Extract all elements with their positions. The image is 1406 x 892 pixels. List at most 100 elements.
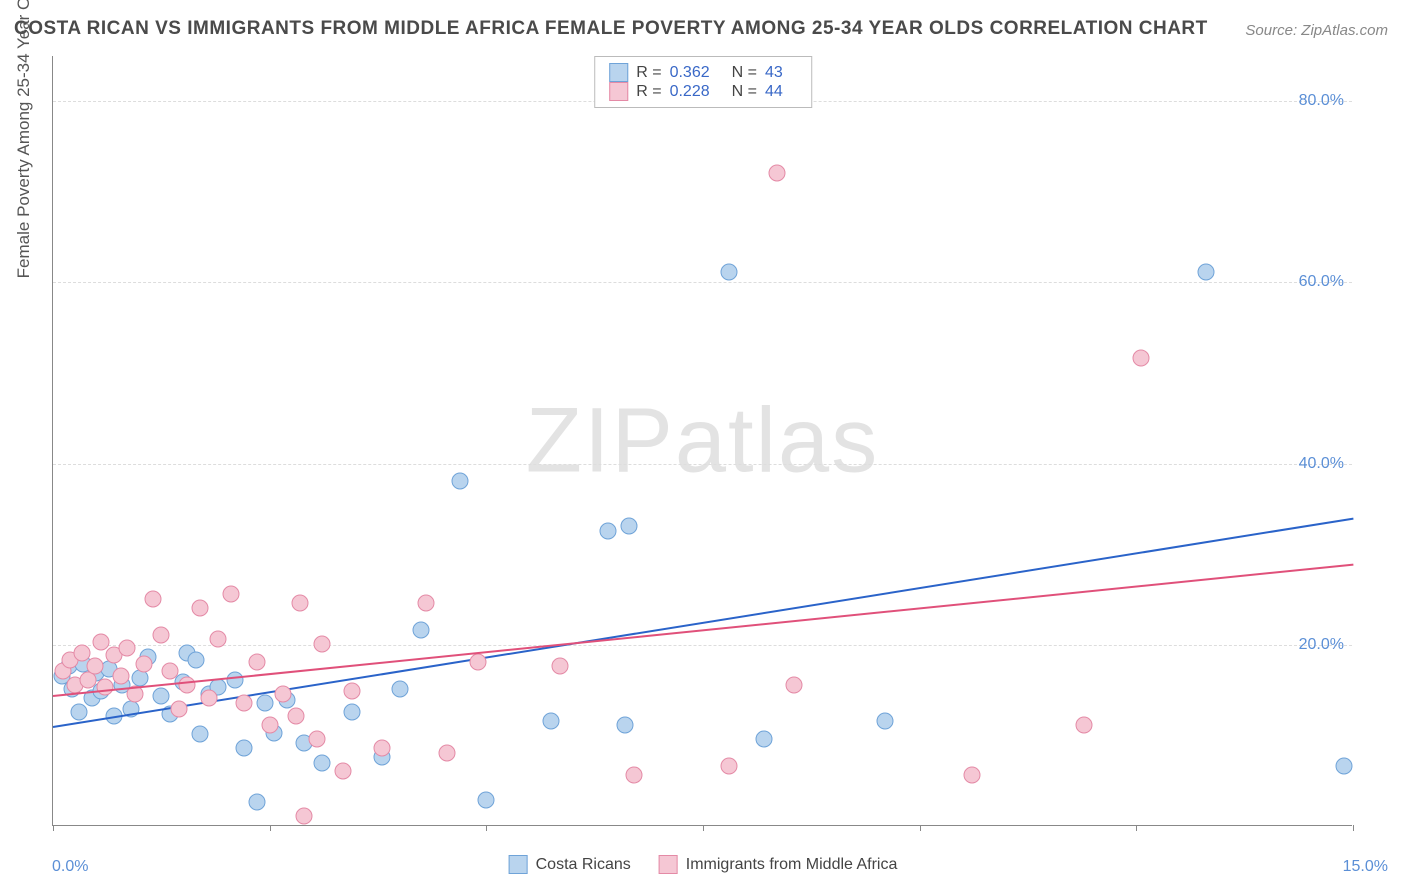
data-point-costa_ricans [192,726,209,743]
r-label: R = [636,83,661,101]
data-point-middle_africa [274,685,291,702]
data-point-middle_africa [170,701,187,718]
x-axis-min-label: 0.0% [52,858,88,876]
watermark-bold: ZIP [526,389,675,491]
x-tick [703,825,704,831]
series-legend: Costa Ricans Immigrants from Middle Afric… [509,855,898,874]
x-tick [920,825,921,831]
stats-legend: R =0.362N =43R =0.228N =44 [594,56,812,108]
data-point-middle_africa [179,676,196,693]
data-point-costa_ricans [1336,758,1353,775]
legend-item-costa_ricans: Costa Ricans [509,855,631,874]
data-point-costa_ricans [153,688,170,705]
data-point-middle_africa [287,708,304,725]
data-point-middle_africa [721,758,738,775]
y-axis-label: Female Poverty Among 25-34 Year Olds [14,0,34,278]
y-tick-label: 20.0% [1299,636,1344,654]
data-point-costa_ricans [257,694,274,711]
data-point-middle_africa [335,762,352,779]
data-point-middle_africa [192,599,209,616]
n-label: N = [732,64,757,82]
stats-row-costa_ricans: R =0.362N =43 [609,63,797,82]
data-point-costa_ricans [478,791,495,808]
data-point-middle_africa [313,635,330,652]
data-point-middle_africa [768,164,785,181]
data-point-middle_africa [625,767,642,784]
data-point-middle_africa [97,679,114,696]
data-point-costa_ricans [452,472,469,489]
data-point-costa_ricans [1197,264,1214,281]
data-point-costa_ricans [599,522,616,539]
data-point-costa_ricans [413,622,430,639]
data-point-middle_africa [469,653,486,670]
data-point-middle_africa [1076,717,1093,734]
y-tick-label: 60.0% [1299,273,1344,291]
data-point-costa_ricans [188,652,205,669]
data-point-costa_ricans [877,712,894,729]
r-value: 0.228 [670,83,710,101]
data-point-middle_africa [292,595,309,612]
data-point-middle_africa [296,807,313,824]
data-point-costa_ricans [313,755,330,772]
x-tick [486,825,487,831]
data-point-costa_ricans [71,703,88,720]
source-name: ZipAtlas.com [1301,22,1388,39]
data-point-middle_africa [374,740,391,757]
data-point-middle_africa [786,676,803,693]
swatch-middle_africa [609,82,628,101]
swatch-costa_ricans [609,63,628,82]
n-value: 44 [765,83,783,101]
x-tick [1136,825,1137,831]
legend-label-middle_africa: Immigrants from Middle Africa [686,856,898,874]
y-tick-label: 80.0% [1299,92,1344,110]
data-point-costa_ricans [721,264,738,281]
watermark-thin: atlas [675,389,879,491]
watermark: ZIPatlas [526,388,879,493]
grid-line [53,464,1352,465]
data-point-middle_africa [162,663,179,680]
data-point-middle_africa [261,717,278,734]
data-point-middle_africa [86,658,103,675]
x-axis-max-label: 15.0% [1343,858,1388,876]
data-point-middle_africa [153,626,170,643]
data-point-costa_ricans [621,518,638,535]
data-point-middle_africa [73,644,90,661]
data-point-middle_africa [309,730,326,747]
legend-label-costa_ricans: Costa Ricans [536,856,631,874]
data-point-costa_ricans [235,740,252,757]
data-point-middle_africa [118,640,135,657]
grid-line [53,282,1352,283]
data-point-middle_africa [112,667,129,684]
data-point-middle_africa [209,631,226,648]
data-point-middle_africa [552,658,569,675]
n-label: N = [732,83,757,101]
source-attribution: Source: ZipAtlas.com [1245,22,1388,39]
data-point-costa_ricans [755,730,772,747]
stats-row-middle_africa: R = 0.228 N = 44 [609,82,797,101]
trend-line-middle_africa [53,563,1353,696]
n-value: 43 [765,64,783,82]
data-point-middle_africa [963,767,980,784]
grid-line [53,645,1352,646]
data-point-middle_africa [344,682,361,699]
legend-swatch-costa_ricans [509,855,528,874]
data-point-middle_africa [1132,350,1149,367]
data-point-middle_africa [439,744,456,761]
data-point-middle_africa [235,694,252,711]
data-point-middle_africa [201,690,218,707]
data-point-costa_ricans [391,681,408,698]
x-tick [53,825,54,831]
data-point-middle_africa [222,586,239,603]
y-tick-label: 40.0% [1299,455,1344,473]
data-point-middle_africa [136,655,153,672]
legend-item-middle_africa: Immigrants from Middle Africa [659,855,898,874]
x-tick [270,825,271,831]
scatter-plot-area: ZIPatlas 20.0% 40.0% 60.0% 80.0% [52,56,1352,826]
data-point-middle_africa [144,590,161,607]
x-tick [1353,825,1354,831]
data-point-costa_ricans [344,703,361,720]
data-point-costa_ricans [543,712,560,729]
data-point-costa_ricans [248,794,265,811]
chart-title: COSTA RICAN VS IMMIGRANTS FROM MIDDLE AF… [14,18,1208,40]
data-point-costa_ricans [227,672,244,689]
